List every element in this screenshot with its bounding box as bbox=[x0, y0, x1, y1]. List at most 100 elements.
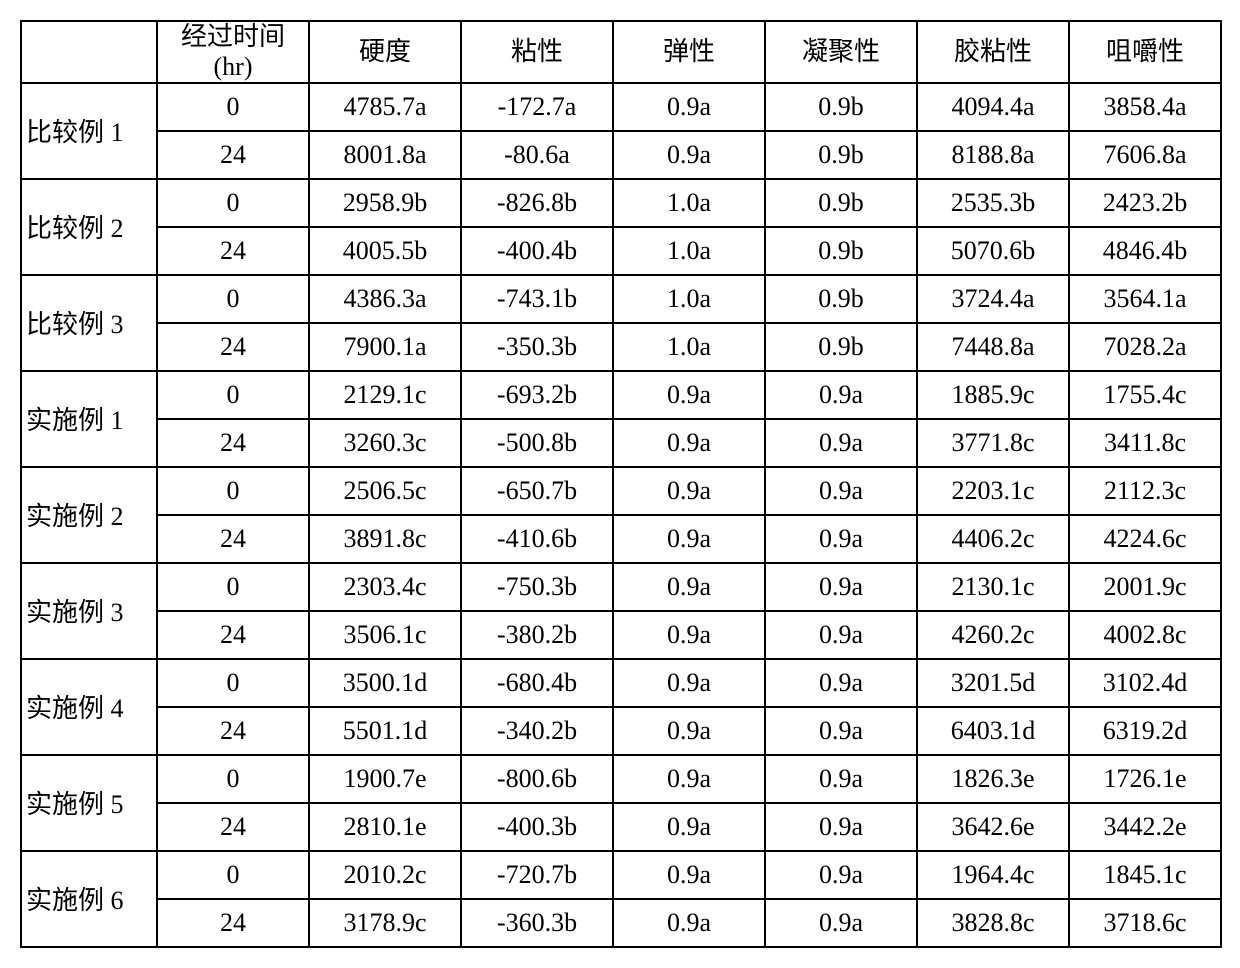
cell-stick: -826.8b bbox=[461, 179, 613, 227]
table-row: 比较例 104785.7a-172.7a0.9a0.9b4094.4a3858.… bbox=[21, 83, 1221, 131]
data-table: 经过时间(hr) 硬度 粘性 弹性 凝聚性 胶粘性 咀嚼性 比较例 104785… bbox=[20, 20, 1222, 948]
table-row: 243178.9c-360.3b0.9a0.9a3828.8c3718.6c bbox=[21, 899, 1221, 947]
cell-cohes: 0.9a bbox=[765, 467, 917, 515]
cell-hard: 3178.9c bbox=[309, 899, 461, 947]
cell-stick: -500.8b bbox=[461, 419, 613, 467]
table-row: 244005.5b-400.4b1.0a0.9b5070.6b4846.4b bbox=[21, 227, 1221, 275]
cell-time: 0 bbox=[157, 275, 309, 323]
cell-stick: -400.4b bbox=[461, 227, 613, 275]
cell-gummi: 3828.8c bbox=[917, 899, 1069, 947]
cell-time: 0 bbox=[157, 659, 309, 707]
cell-chewy: 7028.2a bbox=[1069, 323, 1221, 371]
table-row: 243260.3c-500.8b0.9a0.9a3771.8c3411.8c bbox=[21, 419, 1221, 467]
cell-elast: 0.9a bbox=[613, 419, 765, 467]
cell-elast: 0.9a bbox=[613, 755, 765, 803]
row-group-label: 实施例 3 bbox=[21, 563, 157, 659]
cell-hard: 4005.5b bbox=[309, 227, 461, 275]
cell-gummi: 1885.9c bbox=[917, 371, 1069, 419]
row-group-label: 实施例 2 bbox=[21, 467, 157, 563]
table-row: 比较例 202958.9b-826.8b1.0a0.9b2535.3b2423.… bbox=[21, 179, 1221, 227]
table-row: 245501.1d-340.2b0.9a0.9a6403.1d6319.2d bbox=[21, 707, 1221, 755]
cell-chewy: 3442.2e bbox=[1069, 803, 1221, 851]
cell-chewy: 3102.4d bbox=[1069, 659, 1221, 707]
col-header-elast: 弹性 bbox=[613, 21, 765, 83]
cell-chewy: 4224.6c bbox=[1069, 515, 1221, 563]
row-group-label: 实施例 4 bbox=[21, 659, 157, 755]
cell-stick: -720.7b bbox=[461, 851, 613, 899]
cell-time: 24 bbox=[157, 803, 309, 851]
table-body: 比较例 104785.7a-172.7a0.9a0.9b4094.4a3858.… bbox=[21, 83, 1221, 947]
cell-chewy: 3858.4a bbox=[1069, 83, 1221, 131]
cell-gummi: 7448.8a bbox=[917, 323, 1069, 371]
cell-stick: -650.7b bbox=[461, 467, 613, 515]
cell-cohes: 0.9b bbox=[765, 323, 917, 371]
row-group-label: 比较例 1 bbox=[21, 83, 157, 179]
table-row: 实施例 403500.1d-680.4b0.9a0.9a3201.5d3102.… bbox=[21, 659, 1221, 707]
cell-time: 0 bbox=[157, 563, 309, 611]
cell-stick: -410.6b bbox=[461, 515, 613, 563]
row-group-label: 比较例 2 bbox=[21, 179, 157, 275]
cell-elast: 0.9a bbox=[613, 899, 765, 947]
row-group-label: 比较例 3 bbox=[21, 275, 157, 371]
cell-hard: 7900.1a bbox=[309, 323, 461, 371]
cell-chewy: 3411.8c bbox=[1069, 419, 1221, 467]
col-header-chewy: 咀嚼性 bbox=[1069, 21, 1221, 83]
cell-chewy: 4846.4b bbox=[1069, 227, 1221, 275]
cell-stick: -400.3b bbox=[461, 803, 613, 851]
cell-gummi: 4406.2c bbox=[917, 515, 1069, 563]
cell-cohes: 0.9b bbox=[765, 275, 917, 323]
cell-hard: 1900.7e bbox=[309, 755, 461, 803]
cell-time: 0 bbox=[157, 179, 309, 227]
cell-chewy: 7606.8a bbox=[1069, 131, 1221, 179]
cell-cohes: 0.9a bbox=[765, 515, 917, 563]
col-header-stick: 粘性 bbox=[461, 21, 613, 83]
cell-chewy: 2423.2b bbox=[1069, 179, 1221, 227]
cell-elast: 0.9a bbox=[613, 611, 765, 659]
header-row: 经过时间(hr) 硬度 粘性 弹性 凝聚性 胶粘性 咀嚼性 bbox=[21, 21, 1221, 83]
cell-stick: -800.6b bbox=[461, 755, 613, 803]
col-header-gummi: 胶粘性 bbox=[917, 21, 1069, 83]
cell-time: 24 bbox=[157, 227, 309, 275]
row-group-label: 实施例 6 bbox=[21, 851, 157, 947]
cell-stick: -750.3b bbox=[461, 563, 613, 611]
cell-chewy: 3718.6c bbox=[1069, 899, 1221, 947]
cell-elast: 0.9a bbox=[613, 563, 765, 611]
cell-cohes: 0.9a bbox=[765, 611, 917, 659]
cell-stick: -360.3b bbox=[461, 899, 613, 947]
cell-time: 24 bbox=[157, 899, 309, 947]
cell-stick: -350.3b bbox=[461, 323, 613, 371]
table-row: 247900.1a-350.3b1.0a0.9b7448.8a7028.2a bbox=[21, 323, 1221, 371]
cell-stick: -693.2b bbox=[461, 371, 613, 419]
cell-hard: 3260.3c bbox=[309, 419, 461, 467]
col-header-label bbox=[21, 21, 157, 83]
cell-gummi: 3724.4a bbox=[917, 275, 1069, 323]
table-row: 243891.8c-410.6b0.9a0.9a4406.2c4224.6c bbox=[21, 515, 1221, 563]
cell-gummi: 3642.6e bbox=[917, 803, 1069, 851]
cell-elast: 1.0a bbox=[613, 323, 765, 371]
cell-hard: 5501.1d bbox=[309, 707, 461, 755]
cell-cohes: 0.9b bbox=[765, 179, 917, 227]
cell-elast: 0.9a bbox=[613, 803, 765, 851]
cell-cohes: 0.9b bbox=[765, 83, 917, 131]
cell-elast: 0.9a bbox=[613, 707, 765, 755]
cell-cohes: 0.9a bbox=[765, 371, 917, 419]
cell-cohes: 0.9a bbox=[765, 755, 917, 803]
cell-stick: -743.1b bbox=[461, 275, 613, 323]
cell-gummi: 4094.4a bbox=[917, 83, 1069, 131]
cell-stick: -680.4b bbox=[461, 659, 613, 707]
cell-time: 24 bbox=[157, 515, 309, 563]
cell-chewy: 3564.1a bbox=[1069, 275, 1221, 323]
cell-time: 0 bbox=[157, 83, 309, 131]
cell-stick: -380.2b bbox=[461, 611, 613, 659]
cell-chewy: 4002.8c bbox=[1069, 611, 1221, 659]
table-row: 实施例 102129.1c-693.2b0.9a0.9a1885.9c1755.… bbox=[21, 371, 1221, 419]
cell-stick: -340.2b bbox=[461, 707, 613, 755]
row-group-label: 实施例 5 bbox=[21, 755, 157, 851]
table-row: 实施例 202506.5c-650.7b0.9a0.9a2203.1c2112.… bbox=[21, 467, 1221, 515]
cell-hard: 2958.9b bbox=[309, 179, 461, 227]
cell-chewy: 1845.1c bbox=[1069, 851, 1221, 899]
cell-cohes: 0.9a bbox=[765, 803, 917, 851]
cell-gummi: 4260.2c bbox=[917, 611, 1069, 659]
cell-cohes: 0.9a bbox=[765, 899, 917, 947]
cell-elast: 0.9a bbox=[613, 83, 765, 131]
